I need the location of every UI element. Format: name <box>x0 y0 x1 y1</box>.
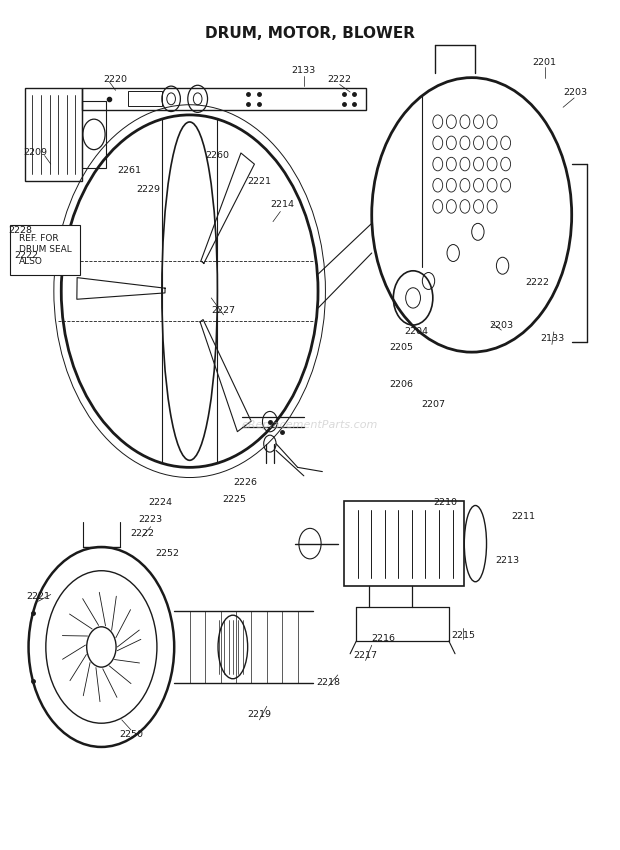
Text: 2216: 2216 <box>371 634 395 643</box>
Text: 2222: 2222 <box>525 278 549 287</box>
Text: 2206: 2206 <box>389 380 414 388</box>
Text: 2219: 2219 <box>247 711 272 719</box>
Text: 2203: 2203 <box>564 88 588 98</box>
Text: DRUM, MOTOR, BLOWER: DRUM, MOTOR, BLOWER <box>205 26 415 41</box>
Text: 2201: 2201 <box>533 58 557 67</box>
Text: 2221: 2221 <box>247 177 272 185</box>
Bar <box>128 91 162 106</box>
Text: 2133: 2133 <box>291 66 316 76</box>
Text: 2205: 2205 <box>389 343 414 352</box>
Text: 2226: 2226 <box>233 478 257 487</box>
Bar <box>25 88 82 181</box>
Text: 2218: 2218 <box>317 678 340 687</box>
Text: REF. FOR
DRUM SEAL
ALSO: REF. FOR DRUM SEAL ALSO <box>19 234 71 266</box>
Text: 2207: 2207 <box>422 400 445 409</box>
Text: 2220: 2220 <box>104 75 128 84</box>
Text: 2214: 2214 <box>270 201 294 209</box>
Bar <box>344 502 464 586</box>
Text: 2204: 2204 <box>404 327 428 337</box>
Text: 2222: 2222 <box>327 75 352 84</box>
Text: 2210: 2210 <box>434 498 458 507</box>
Text: 2229: 2229 <box>136 185 161 194</box>
Text: 2221: 2221 <box>27 592 50 601</box>
Text: 2215: 2215 <box>451 631 475 639</box>
Text: 2211: 2211 <box>511 512 535 521</box>
Text: 2224: 2224 <box>149 498 172 507</box>
Text: 2228: 2228 <box>8 225 32 235</box>
Text: 2225: 2225 <box>223 495 247 504</box>
Text: 2223: 2223 <box>139 515 163 524</box>
Text: 2209: 2209 <box>24 148 47 156</box>
Text: 2222: 2222 <box>130 529 154 538</box>
Text: 2213: 2213 <box>495 556 520 565</box>
Text: 2203: 2203 <box>489 320 513 330</box>
Text: 2261: 2261 <box>118 167 142 175</box>
Text: 2222: 2222 <box>14 251 38 260</box>
Text: 2250: 2250 <box>119 730 143 739</box>
Text: 2260: 2260 <box>205 151 229 160</box>
Text: 2217: 2217 <box>353 651 378 660</box>
Bar <box>82 88 366 110</box>
Bar <box>82 100 106 168</box>
Text: 2252: 2252 <box>155 549 179 558</box>
Text: 2227: 2227 <box>211 306 236 315</box>
Text: eReplacementParts.com: eReplacementParts.com <box>242 420 378 430</box>
Text: 2133: 2133 <box>540 334 564 343</box>
